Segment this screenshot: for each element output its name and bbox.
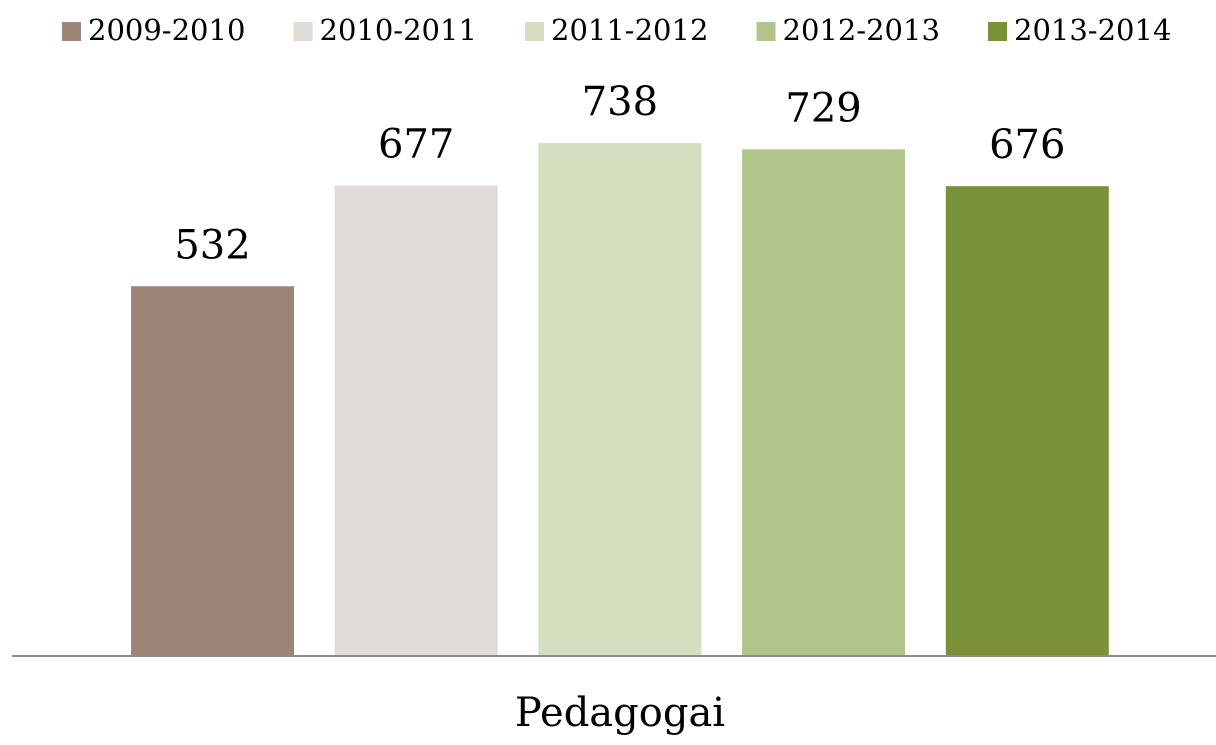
bar xyxy=(131,286,294,656)
legend-label: 2012-2013 xyxy=(783,13,940,47)
value-label: 676 xyxy=(989,122,1065,168)
legend-swatch xyxy=(756,22,776,41)
legend-swatch xyxy=(293,22,313,41)
value-label: 532 xyxy=(174,222,250,268)
bar xyxy=(742,149,906,656)
legend-label: 2013-2014 xyxy=(1014,13,1171,47)
value-label: 677 xyxy=(378,121,454,167)
legend-swatch xyxy=(988,22,1007,41)
legend-label: 2011-2012 xyxy=(551,13,708,47)
bar xyxy=(538,143,702,657)
legend-swatch xyxy=(525,22,544,41)
value-label: 729 xyxy=(785,85,861,131)
value-label: 738 xyxy=(582,79,658,125)
legend-swatch xyxy=(62,22,81,41)
bar xyxy=(334,185,498,657)
bar xyxy=(945,186,1109,656)
legend-label: 2010-2011 xyxy=(320,13,477,47)
x-tick-label: Pedagogai xyxy=(515,690,725,736)
legend-label: 2009-2010 xyxy=(88,13,245,47)
